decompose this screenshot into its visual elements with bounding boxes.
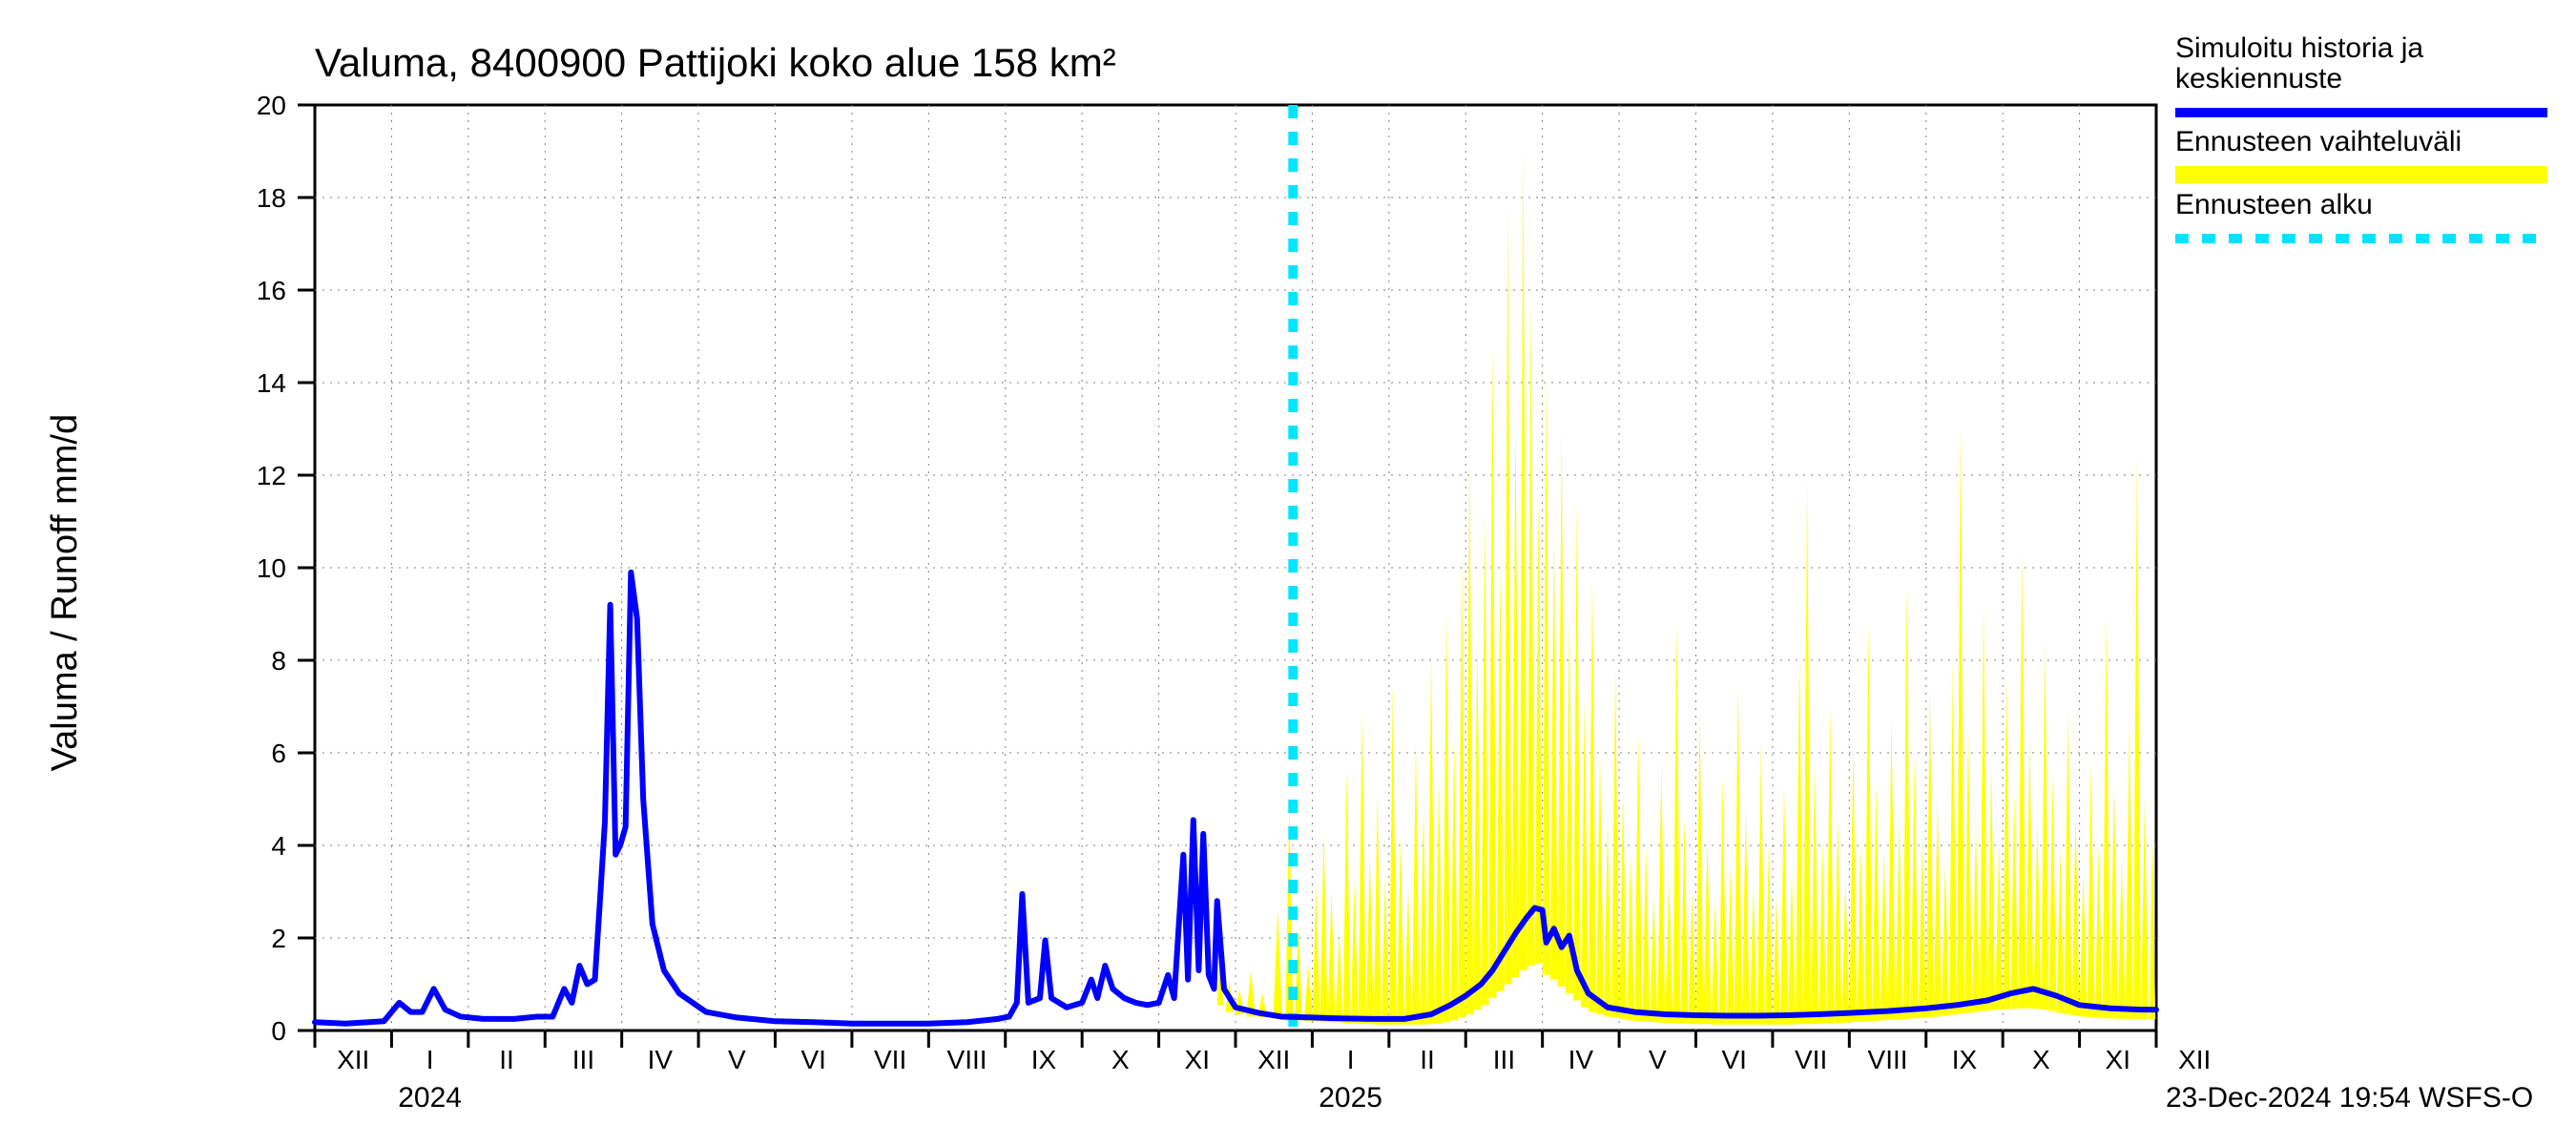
xtick-label: V xyxy=(728,1045,746,1074)
legend-label: keskiennuste xyxy=(2175,63,2342,94)
ytick-label: 4 xyxy=(271,831,286,861)
xtick-label: XI xyxy=(1185,1045,1210,1074)
ytick-label: 20 xyxy=(257,91,286,120)
year-label: 2024 xyxy=(398,1082,462,1114)
ytick-label: 14 xyxy=(257,368,286,398)
xtick-label: III xyxy=(572,1045,594,1074)
xtick-label: IV xyxy=(648,1045,674,1074)
ytick-label: 6 xyxy=(271,739,286,768)
xtick-label: VIII xyxy=(947,1045,987,1074)
xtick-label: VI xyxy=(1721,1045,1746,1074)
chart-svg: 02468101214161820XIIIIIIIIIVVVIVIIVIIIIX… xyxy=(0,0,2576,1145)
legend-label: Ennusteen alku xyxy=(2175,189,2373,220)
xtick-label: II xyxy=(1420,1045,1435,1074)
xtick-label: VIII xyxy=(1868,1045,1908,1074)
chart-root: 02468101214161820XIIIIIIIIIVVVIVIIVIIIIX… xyxy=(0,0,2576,1145)
xtick-label: X xyxy=(1111,1045,1130,1074)
xtick-label: XII xyxy=(1257,1045,1290,1074)
year-label: 2025 xyxy=(1319,1082,1382,1114)
xtick-label: II xyxy=(499,1045,514,1074)
xtick-label: I xyxy=(1347,1045,1355,1074)
xtick-label: IV xyxy=(1568,1045,1594,1074)
ytick-label: 8 xyxy=(271,646,286,676)
ytick-label: 12 xyxy=(257,461,286,490)
xtick-label: III xyxy=(1493,1045,1515,1074)
xtick-label: VII xyxy=(874,1045,906,1074)
ytick-label: 16 xyxy=(257,276,286,305)
ytick-label: 2 xyxy=(271,924,286,953)
legend-swatch xyxy=(2175,166,2547,183)
legend-label: Ennusteen vaihteluväli xyxy=(2175,126,2462,157)
y-axis-label: Valuma / Runoff mm/d xyxy=(45,414,85,772)
ytick-label: 0 xyxy=(271,1016,286,1046)
xtick-label: XI xyxy=(2106,1045,2130,1074)
chart-footer: 23-Dec-2024 19:54 WSFS-O xyxy=(2166,1082,2533,1114)
ytick-label: 18 xyxy=(257,183,286,213)
chart-title: Valuma, 8400900 Pattijoki koko alue 158 … xyxy=(315,40,1116,85)
xtick-label: XII xyxy=(2178,1045,2211,1074)
xtick-label: IX xyxy=(1952,1045,1978,1074)
xtick-label: VII xyxy=(1795,1045,1827,1074)
xtick-label: VI xyxy=(800,1045,825,1074)
xtick-label: IX xyxy=(1031,1045,1057,1074)
xtick-label: V xyxy=(1649,1045,1667,1074)
ytick-label: 10 xyxy=(257,553,286,583)
xtick-label: I xyxy=(426,1045,434,1074)
xtick-label: X xyxy=(2032,1045,2050,1074)
legend-label: Simuloitu historia ja xyxy=(2175,32,2423,64)
xtick-label: XII xyxy=(337,1045,369,1074)
